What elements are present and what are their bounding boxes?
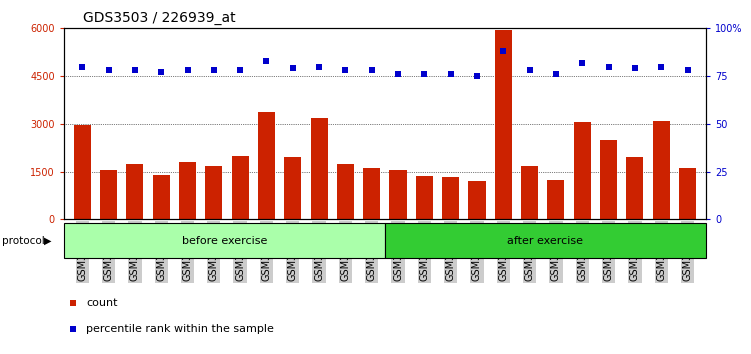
Bar xyxy=(363,168,380,219)
Bar xyxy=(126,164,143,219)
Bar xyxy=(205,166,222,219)
Bar xyxy=(100,170,117,219)
Bar xyxy=(390,170,406,219)
Bar xyxy=(258,112,275,219)
Bar xyxy=(547,179,565,219)
Bar xyxy=(495,30,512,219)
Bar xyxy=(574,122,591,219)
Text: protocol: protocol xyxy=(2,236,45,246)
Text: ▶: ▶ xyxy=(44,236,51,246)
Text: percentile rank within the sample: percentile rank within the sample xyxy=(86,324,274,334)
Bar xyxy=(469,181,486,219)
Bar xyxy=(231,156,249,219)
Bar xyxy=(179,162,196,219)
Text: count: count xyxy=(86,298,118,308)
Bar xyxy=(600,140,617,219)
Bar xyxy=(64,223,385,258)
Bar xyxy=(311,118,327,219)
Bar xyxy=(74,126,91,219)
Text: GDS3503 / 226939_at: GDS3503 / 226939_at xyxy=(83,11,236,25)
Bar xyxy=(337,164,354,219)
Bar xyxy=(152,175,170,219)
Bar xyxy=(679,168,696,219)
Bar xyxy=(442,177,459,219)
Bar xyxy=(626,157,644,219)
Bar xyxy=(284,157,301,219)
Bar xyxy=(653,121,670,219)
Bar xyxy=(416,176,433,219)
Text: before exercise: before exercise xyxy=(182,236,267,246)
Bar xyxy=(385,223,706,258)
Text: after exercise: after exercise xyxy=(508,236,584,246)
Bar xyxy=(521,166,538,219)
